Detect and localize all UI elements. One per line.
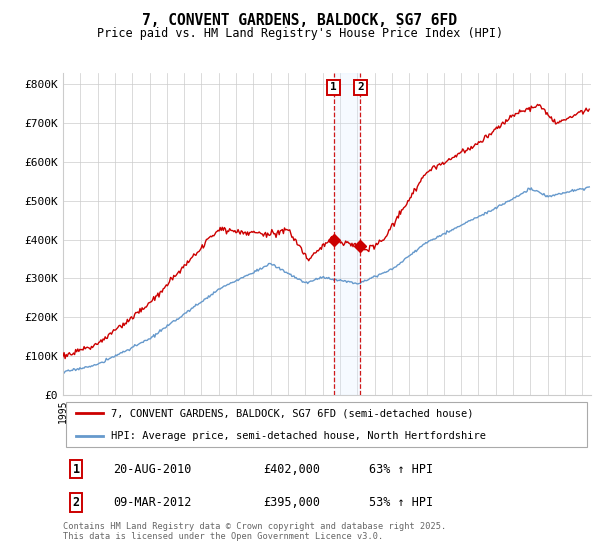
Text: 2: 2 [73,496,80,509]
FancyBboxPatch shape [65,402,587,447]
Text: £402,000: £402,000 [263,463,320,475]
Text: 1: 1 [73,463,80,475]
Text: Contains HM Land Registry data © Crown copyright and database right 2025.
This d: Contains HM Land Registry data © Crown c… [63,522,446,542]
Text: 09-MAR-2012: 09-MAR-2012 [113,496,191,509]
Text: Price paid vs. HM Land Registry's House Price Index (HPI): Price paid vs. HM Land Registry's House … [97,27,503,40]
Text: 7, CONVENT GARDENS, BALDOCK, SG7 6FD (semi-detached house): 7, CONVENT GARDENS, BALDOCK, SG7 6FD (se… [110,408,473,418]
Text: £395,000: £395,000 [263,496,320,509]
Text: 20-AUG-2010: 20-AUG-2010 [113,463,191,475]
Text: 53% ↑ HPI: 53% ↑ HPI [369,496,433,509]
Text: 1: 1 [330,82,337,92]
Text: HPI: Average price, semi-detached house, North Hertfordshire: HPI: Average price, semi-detached house,… [110,431,485,441]
Text: 7, CONVENT GARDENS, BALDOCK, SG7 6FD: 7, CONVENT GARDENS, BALDOCK, SG7 6FD [143,13,458,28]
Bar [334,73,361,395]
Text: 2: 2 [357,82,364,92]
Text: 63% ↑ HPI: 63% ↑ HPI [369,463,433,475]
